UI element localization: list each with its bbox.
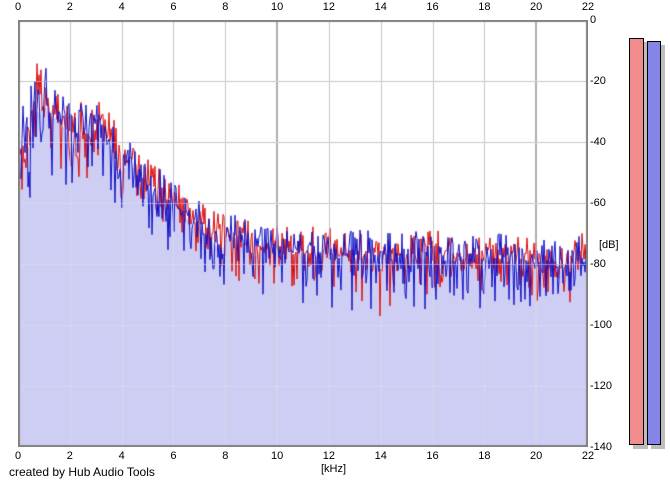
y-tick-label: -120	[590, 380, 613, 392]
x-tick-label-top: 8	[222, 1, 229, 13]
x-tick-label-top: 16	[426, 1, 439, 13]
x-tick-label-bottom: 22	[581, 450, 595, 462]
x-tick-label-bottom: 12	[322, 450, 336, 462]
y-tick-label: -40	[590, 136, 606, 148]
level-meter-blue	[647, 41, 661, 445]
x-tick-label-bottom: 2	[66, 450, 73, 462]
x-tick-label-bottom: 6	[170, 450, 177, 462]
x-tick-label-bottom: 16	[426, 450, 439, 462]
y-tick-label: -80	[590, 258, 606, 270]
x-tick-label-top: 22	[581, 1, 595, 13]
y-tick-label: -20	[590, 75, 606, 87]
x-tick-label-bottom: 0	[14, 450, 22, 462]
x-tick-label-bottom: 18	[478, 450, 491, 462]
x-tick-label-top: 6	[170, 1, 177, 13]
x-tick-label-top: 12	[322, 1, 336, 13]
credit-text: created by Hub Audio Tools	[9, 465, 155, 479]
x-tick-label-bottom: 14	[374, 450, 387, 462]
x-tick-label-top: 4	[118, 1, 125, 13]
x-tick-label-top: 0	[14, 1, 22, 13]
y-tick-label: -140	[590, 441, 613, 453]
x-tick-label-bottom: 4	[118, 450, 125, 462]
x-tick-label-top: 18	[478, 1, 491, 13]
x-tick-label-bottom: 10	[270, 450, 284, 462]
x-tick-label-top: 20	[530, 1, 543, 13]
spectrum-plot	[18, 20, 588, 447]
x-tick-label-bottom: 8	[222, 450, 229, 462]
khz-unit-label: [kHz]	[321, 463, 347, 475]
x-tick-label-top: 14	[374, 1, 387, 13]
level-meter-red	[629, 38, 644, 445]
x-tick-label-top: 2	[66, 1, 73, 13]
y-tick-label: -100	[590, 319, 613, 331]
y-tick-label: -60	[590, 197, 606, 209]
db-unit-label: [dB]	[599, 239, 619, 251]
x-tick-label-bottom: 20	[530, 450, 543, 462]
x-tick-label-top: 10	[270, 1, 284, 13]
y-tick-label: 0	[590, 14, 597, 26]
